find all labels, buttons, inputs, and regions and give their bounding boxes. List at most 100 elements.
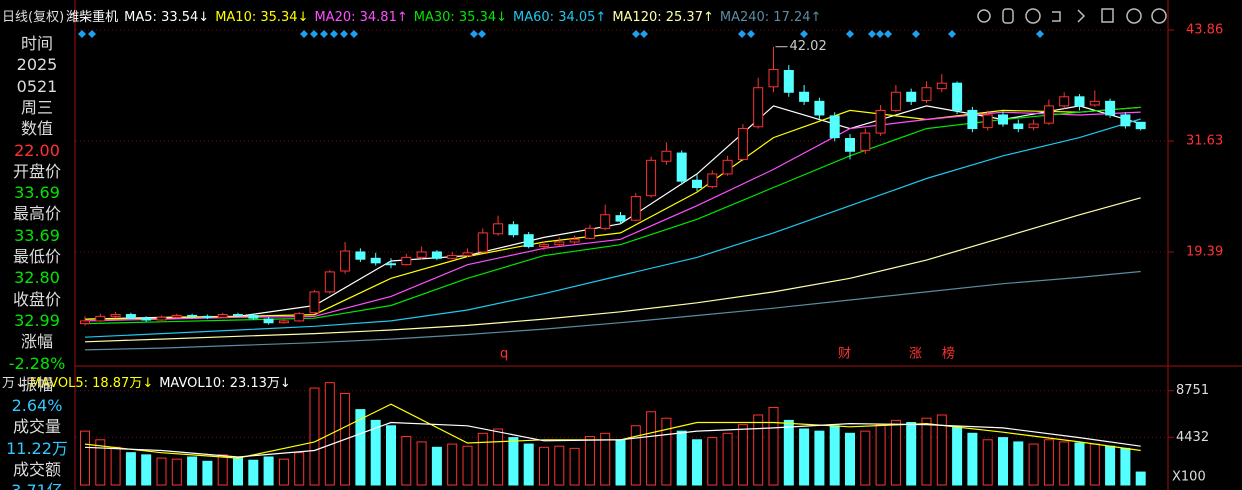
- volume-bar: [1135, 471, 1146, 486]
- candle-body: [860, 132, 871, 151]
- info-item: 32.80: [14, 268, 60, 288]
- info-item: 2.64%: [11, 396, 63, 416]
- candle-body: [753, 87, 764, 128]
- candle-body: [1059, 96, 1070, 107]
- volume-bar: [829, 425, 840, 486]
- info-item: 振幅: [20, 374, 53, 394]
- ma-line: [84, 111, 1141, 322]
- candle-body: [1043, 105, 1054, 124]
- toolbar[interactable]: [977, 8, 1167, 24]
- info-item: 0521: [16, 76, 58, 96]
- info-item: 最低价: [12, 247, 61, 266]
- volume-bar: [630, 425, 641, 486]
- volume-bar: [493, 428, 504, 486]
- volume-header: 万↓ MAVOL5: 18.87万↓ MAVOL10: 23.13万↓: [2, 372, 303, 391]
- y-tick-label: 19.39: [1186, 245, 1223, 260]
- candle-body: [584, 227, 595, 239]
- y-tick-label: 43.86: [1186, 23, 1223, 38]
- volume-bar: [845, 432, 855, 486]
- candle-body: [982, 114, 993, 129]
- candle-body: [523, 234, 534, 248]
- zoom-out-icon[interactable]: [1151, 8, 1167, 24]
- candle-body: [171, 314, 182, 318]
- stock-name: 潍柴重机: [66, 10, 119, 25]
- volume-bar: [233, 457, 243, 486]
- volume-bar: [462, 445, 473, 486]
- view-icon[interactable]: [977, 9, 991, 23]
- ma-line: [84, 197, 1141, 343]
- annotation: 财: [838, 347, 851, 362]
- volume-bar: [646, 411, 657, 486]
- play-icon[interactable]: [1025, 8, 1041, 24]
- ma-legend: MA10: 35.34↓: [215, 10, 309, 25]
- candle-body: [692, 179, 702, 189]
- price-header: 日线(复权) 潍柴重机 MA5: 33.54↓ MA10: 35.34↓ MA20: 3…: [2, 6, 833, 25]
- candle-body: [845, 138, 855, 152]
- candle-body: [477, 232, 488, 253]
- redo-icon[interactable]: [1077, 9, 1086, 23]
- volume-bar: [95, 439, 106, 486]
- candle-body: [569, 238, 580, 243]
- lock-icon[interactable]: [1101, 8, 1114, 23]
- candle-body: [890, 91, 901, 111]
- candle-body: [141, 317, 152, 321]
- info-item: 周三: [20, 97, 53, 117]
- info-item: 时间: [20, 34, 53, 53]
- candle-body: [707, 173, 718, 188]
- volume-bar: [1043, 439, 1054, 486]
- high-label: 42.02: [790, 39, 827, 54]
- candle-body: [875, 109, 886, 134]
- zoom-in-icon[interactable]: [1126, 8, 1142, 24]
- signal-markers: [78, 30, 1044, 38]
- candle-body: [355, 251, 366, 260]
- candle-body: [1105, 100, 1116, 116]
- volume-bar: [600, 432, 611, 486]
- candle-body: [278, 320, 289, 324]
- candle-body: [615, 215, 626, 222]
- candle-body: [737, 128, 748, 160]
- volume-bar: [80, 430, 90, 486]
- volume-bar: [187, 456, 198, 486]
- volume-bar: [952, 426, 963, 486]
- candle-body: [309, 291, 320, 314]
- info-item: 33.69: [14, 225, 60, 245]
- volume-bar: [936, 414, 947, 486]
- info-item: 3.71亿: [0, 480, 74, 490]
- mavol-legend: MAVOL10: 23.13万↓: [159, 376, 291, 391]
- hand-icon[interactable]: [1002, 8, 1014, 24]
- volume-bar: [370, 419, 381, 486]
- period[interactable]: 日线(复权): [2, 10, 65, 25]
- candle-body: [661, 150, 672, 162]
- volume-bar: [110, 446, 121, 486]
- info-item: 涨幅: [20, 332, 53, 352]
- y-tick-label: 4432: [1176, 430, 1209, 445]
- candle-body: [998, 114, 1008, 125]
- ma-legend: MA30: 35.34↓: [413, 10, 508, 25]
- candle-body: [1074, 96, 1085, 107]
- ma-legend: MA5: 33.54↓: [124, 10, 210, 25]
- volume-bar: [539, 446, 549, 486]
- volume-bar: [737, 424, 748, 486]
- volume-bar: [401, 436, 412, 486]
- info-item: 数值: [20, 119, 53, 139]
- candle-body: [248, 314, 259, 319]
- candle-body: [1089, 100, 1100, 106]
- volume-unit: X100: [1172, 470, 1206, 485]
- volume-bar: [1120, 447, 1131, 486]
- undo-icon[interactable]: [1052, 11, 1061, 22]
- info-item: 成交额: [12, 460, 61, 479]
- candle-body: [95, 315, 106, 322]
- y-tick-label: 8751: [1176, 383, 1209, 398]
- volume-bar: [1105, 445, 1116, 486]
- volume-bar: [692, 439, 702, 486]
- ma-line: [84, 106, 1141, 320]
- annotation: q: [500, 347, 508, 362]
- volume-bar: [998, 437, 1008, 486]
- candle-body: [401, 256, 412, 266]
- candle-body: [814, 100, 825, 116]
- volume-unit-legend: 万↓: [2, 376, 26, 391]
- candle-body: [493, 223, 504, 235]
- candle-body: [508, 224, 519, 236]
- volume-bar: [554, 445, 565, 486]
